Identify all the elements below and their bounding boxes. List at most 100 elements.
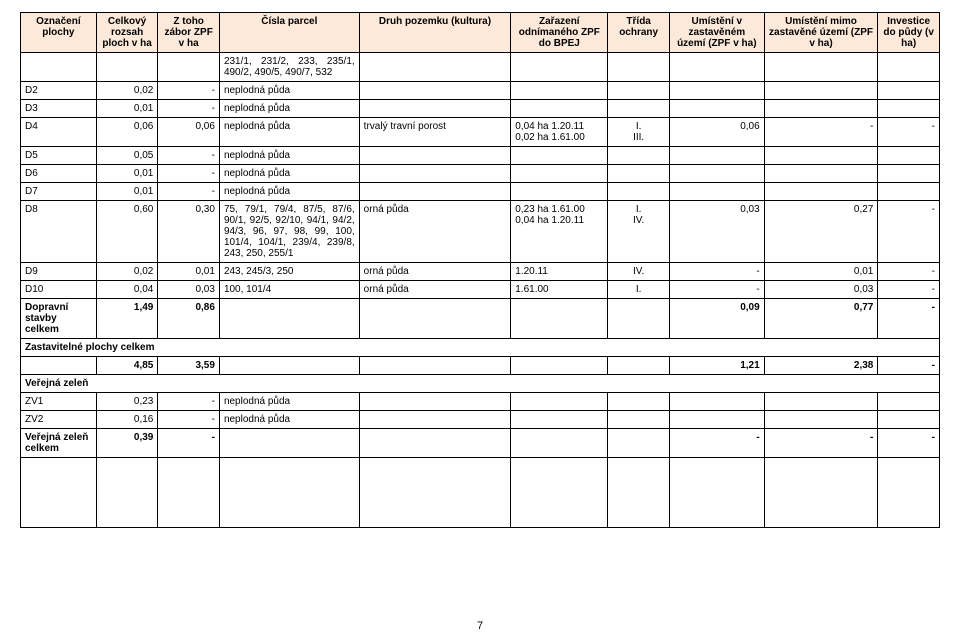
cell-id: ZV2 <box>21 411 97 429</box>
cell-vz: 0,03 <box>669 201 764 263</box>
col-druh: Druh pozemku (kultura) <box>359 13 511 53</box>
col-vzastav: Umístění v zastavěném území (ZPF v ha) <box>669 13 764 53</box>
table-row: ZV1 0,23 - neplodná půda <box>21 393 940 411</box>
cell-vz: - <box>669 429 764 458</box>
land-table: Označení plochy Celkový rozsah ploch v h… <box>20 12 940 528</box>
section-header-row: Veřejná zeleň <box>21 375 940 393</box>
cell-druh: trvalý travní porost <box>359 118 511 147</box>
cell-id: D4 <box>21 118 97 147</box>
cell-zabor: - <box>158 82 220 100</box>
cell-vz: 0,09 <box>669 299 764 339</box>
cell-inv: - <box>878 429 940 458</box>
cell-zabor: 0,03 <box>158 281 220 299</box>
cell-zabor: - <box>158 100 220 118</box>
cell-inv: - <box>878 263 940 281</box>
cell-inv: - <box>878 201 940 263</box>
cell-zabor: 0,30 <box>158 201 220 263</box>
table-row: 231/1, 231/2, 233, 235/1, 490/2, 490/5, … <box>21 53 940 82</box>
cell-rozsah: 0,60 <box>96 201 158 263</box>
cell-zabor: 0,86 <box>158 299 220 339</box>
subtotal-row: Veřejná zeleň celkem 0,39 - - - - <box>21 429 940 458</box>
cell-rozsah: 4,85 <box>96 357 158 375</box>
bpej-line: 0,23 ha 1.61.00 <box>515 204 585 215</box>
table-row: D9 0,02 0,01 243, 245/3, 250 orná půda 1… <box>21 263 940 281</box>
cell-parcely: 243, 245/3, 250 <box>219 263 359 281</box>
cell-trida: I. IV. <box>608 201 670 263</box>
cell-bpej: 1.20.11 <box>511 263 608 281</box>
cell-inv: - <box>878 118 940 147</box>
cell-rozsah: 0,01 <box>96 183 158 201</box>
col-mimo: Umístění mimo zastavěné území (ZPF v ha) <box>764 13 878 53</box>
cell-trida: IV. <box>608 263 670 281</box>
table-header: Označení plochy Celkový rozsah ploch v h… <box>21 13 940 53</box>
cell-inv: - <box>878 281 940 299</box>
cell-parcely: neplodná půda <box>219 147 359 165</box>
cell-zabor: - <box>158 165 220 183</box>
cell-trida: I. <box>608 281 670 299</box>
cell-parcely: 100, 101/4 <box>219 281 359 299</box>
cell-label: Veřejná zeleň celkem <box>21 429 97 458</box>
col-zabor: Z toho zábor ZPF v ha <box>158 13 220 53</box>
cell-parcely: 231/1, 231/2, 233, 235/1, 490/2, 490/5, … <box>219 53 359 82</box>
table-row: D8 0,60 0,30 75, 79/1, 79/4, 87/5, 87/6,… <box>21 201 940 263</box>
table-row: D10 0,04 0,03 100, 101/4 orná půda 1.61.… <box>21 281 940 299</box>
col-parcely: Čísla parcel <box>219 13 359 53</box>
cell-vz: 1,21 <box>669 357 764 375</box>
table-row: D2 0,02 - neplodná půda <box>21 82 940 100</box>
col-rozsah: Celkový rozsah ploch v ha <box>96 13 158 53</box>
cell-id: D10 <box>21 281 97 299</box>
cell-rozsah: 1,49 <box>96 299 158 339</box>
cell-id: D7 <box>21 183 97 201</box>
cell-rozsah: 0,01 <box>96 100 158 118</box>
cell-zabor: - <box>158 411 220 429</box>
cell-id: D2 <box>21 82 97 100</box>
cell-zabor: - <box>158 147 220 165</box>
cell-mimo: 0,27 <box>764 201 878 263</box>
cell-parcely: neplodná půda <box>219 118 359 147</box>
cell-id: D8 <box>21 201 97 263</box>
bpej-line: 0,02 ha 1.61.00 <box>515 132 585 143</box>
cell-zabor: - <box>158 183 220 201</box>
cell-label: Dopravní stavby celkem <box>21 299 97 339</box>
table-row: D3 0,01 - neplodná půda <box>21 100 940 118</box>
section-header-row: Zastavitelné plochy celkem <box>21 339 940 357</box>
cell-rozsah: 0,06 <box>96 118 158 147</box>
col-investice: Investice do půdy (v ha) <box>878 13 940 53</box>
page-container: Označení plochy Celkový rozsah ploch v h… <box>0 0 960 640</box>
cell-zabor: 3,59 <box>158 357 220 375</box>
trida-line: I. <box>636 121 642 132</box>
cell-id: D9 <box>21 263 97 281</box>
cell-mimo: - <box>764 118 878 147</box>
cell-parcely: neplodná půda <box>219 82 359 100</box>
cell-druh: orná půda <box>359 201 511 263</box>
cell-rozsah: 0,39 <box>96 429 158 458</box>
cell-rozsah: 0,01 <box>96 165 158 183</box>
cell-mimo: 2,38 <box>764 357 878 375</box>
cell-parcely: neplodná půda <box>219 100 359 118</box>
cell-rozsah: 0,05 <box>96 147 158 165</box>
trida-line: III. <box>633 132 644 143</box>
empty-row <box>21 458 940 528</box>
trida-line: IV. <box>633 215 644 226</box>
section-label: Zastavitelné plochy celkem <box>21 339 940 357</box>
cell-mimo: 0,03 <box>764 281 878 299</box>
cell-inv: - <box>878 299 940 339</box>
cell-parcely: neplodná půda <box>219 411 359 429</box>
cell-mimo: 0,01 <box>764 263 878 281</box>
bpej-line: 0,04 ha 1.20.11 <box>515 121 584 132</box>
cell-bpej: 1.61.00 <box>511 281 608 299</box>
cell-vz: - <box>669 281 764 299</box>
table-row: D6 0,01 - neplodná půda <box>21 165 940 183</box>
cell-vz: - <box>669 263 764 281</box>
table-row: D5 0,05 - neplodná půda <box>21 147 940 165</box>
cell-id: D6 <box>21 165 97 183</box>
cell-inv: - <box>878 357 940 375</box>
cell-trida: I. III. <box>608 118 670 147</box>
cell-rozsah: 0,16 <box>96 411 158 429</box>
cell-id: D5 <box>21 147 97 165</box>
subtotal-row: Dopravní stavby celkem 1,49 0,86 0,09 0,… <box>21 299 940 339</box>
total-row: 4,85 3,59 1,21 2,38 - <box>21 357 940 375</box>
cell-bpej: 0,23 ha 1.61.00 0,04 ha 1.20.11 <box>511 201 608 263</box>
table-row: D4 0,06 0,06 neplodná půda trvalý travní… <box>21 118 940 147</box>
cell-zabor: 0,06 <box>158 118 220 147</box>
